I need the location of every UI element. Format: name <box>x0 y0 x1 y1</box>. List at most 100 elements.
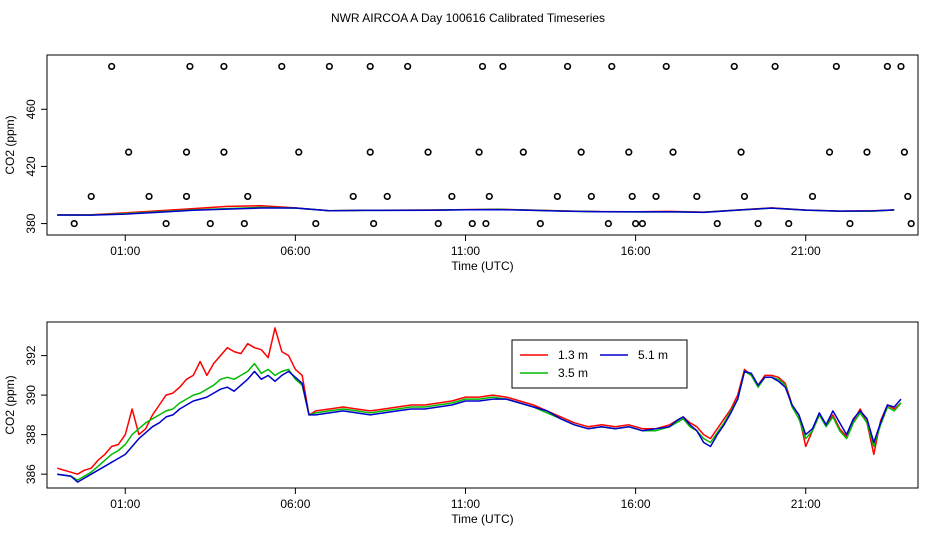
calibration-point <box>587 192 595 201</box>
x-axis-label: Time (UTC) <box>451 512 513 526</box>
x-tick-label: 01:00 <box>110 244 140 258</box>
calibration-point <box>604 219 612 228</box>
calibration-point <box>349 192 357 201</box>
calibration-point <box>404 62 412 71</box>
calibration-point <box>499 62 507 71</box>
calibration-point <box>754 219 762 228</box>
x-tick-label: 06:00 <box>280 497 310 511</box>
calibration-point <box>608 62 616 71</box>
y-axis-label: CO2 (ppm) <box>3 375 17 434</box>
bottom-panel-chart: 01:00 06:00 11:00 16:00 21:00 Time (UTC) 386 38… <box>3 321 919 526</box>
calibration-point <box>220 62 228 71</box>
y-tick-label: 460 <box>24 99 38 119</box>
y-tick-label: 420 <box>24 156 38 176</box>
calibration-point <box>713 219 721 228</box>
calibration-point <box>883 62 891 71</box>
calibration-point <box>846 219 854 228</box>
calibration-point <box>693 192 701 201</box>
calibration-point <box>186 62 194 71</box>
legend-box <box>511 339 688 389</box>
calibration-point <box>737 148 745 156</box>
calibration-point <box>625 148 633 156</box>
x-tick-label: 21:00 <box>791 497 821 511</box>
calibration-point <box>206 219 214 228</box>
calibration-point <box>325 62 333 71</box>
calibration-point <box>145 192 153 201</box>
x-tick-label: 01:00 <box>110 497 140 511</box>
plot-frame <box>46 321 919 489</box>
calibration-point <box>434 219 442 228</box>
calibration-point <box>70 219 78 228</box>
calibration-point <box>87 192 95 201</box>
calibration-point <box>240 219 248 228</box>
calibration-point <box>628 192 636 201</box>
legend: 1.3 m 3.5 m 5.1 m <box>511 339 688 389</box>
series-line-5-1-m <box>57 207 895 216</box>
x-tick-label: 11:00 <box>451 244 480 258</box>
calibration-point <box>771 62 779 71</box>
calibration-point <box>652 192 660 201</box>
y-tick-label: 390 <box>24 385 38 405</box>
calibration-point <box>577 148 585 156</box>
x-tick-label: 16:00 <box>621 244 651 258</box>
calibration-point <box>220 148 228 156</box>
calibration-point <box>897 62 905 71</box>
calibration-point <box>244 192 252 201</box>
x-tick-label: 21:00 <box>791 244 821 258</box>
calibration-point <box>485 192 493 201</box>
calibration-point <box>383 192 391 201</box>
calibration-point <box>740 192 749 201</box>
calibration-point <box>900 148 908 156</box>
calibration-point <box>182 192 191 201</box>
top-panel-chart: 01:00 06:00 11:00 16:00 21:00 Time (UTC) 380 42… <box>3 54 919 273</box>
y-tick-label: 380 <box>24 213 38 233</box>
legend-label: 1.3 m <box>558 348 588 362</box>
calibration-point <box>448 192 456 201</box>
y-tick-label: 386 <box>24 464 38 484</box>
calibration-point <box>907 219 915 228</box>
calibration-point <box>312 219 320 228</box>
series-line-3-5-m <box>57 362 902 481</box>
calibration-point <box>863 148 871 156</box>
calibration-point <box>904 192 912 201</box>
x-tick-label: 11:00 <box>451 497 480 511</box>
calibration-point <box>482 219 490 228</box>
legend-label: 5.1 m <box>638 348 668 362</box>
calibration-point <box>162 219 170 228</box>
calibration-point <box>295 148 303 156</box>
x-axis-label: Time (UTC) <box>451 259 513 273</box>
y-tick-label: 388 <box>24 424 38 444</box>
calibration-point <box>553 192 561 201</box>
y-tick-label: 392 <box>24 345 38 365</box>
calibration-point <box>125 148 133 156</box>
calibration-point <box>366 62 374 71</box>
figure-title: NWR AIRCOA A Day 100616 Calibrated Times… <box>331 11 605 25</box>
x-tick-label: 06:00 <box>280 244 310 258</box>
calibration-point <box>424 148 432 156</box>
legend-label: 3.5 m <box>558 366 588 380</box>
calibration-point <box>669 148 677 156</box>
calibration-point <box>182 148 191 156</box>
plot-frame <box>46 54 919 236</box>
calibration-point <box>366 148 374 156</box>
series-line-5-1-m <box>57 370 902 483</box>
calibration-point <box>785 219 793 228</box>
calibration-point <box>832 62 840 71</box>
calibration-point <box>478 62 487 71</box>
calibration-point <box>632 219 640 228</box>
calibration-point <box>638 219 647 228</box>
calibration-point <box>519 148 527 156</box>
x-tick-label: 16:00 <box>621 497 651 511</box>
calibration-point <box>468 219 476 228</box>
calibration-point <box>536 219 544 228</box>
calibration-point <box>563 62 572 71</box>
calibration-point <box>808 192 817 201</box>
calibration-point <box>730 62 738 71</box>
calibration-point <box>825 148 834 156</box>
calibration-point <box>475 148 483 156</box>
calibration-point <box>370 219 378 228</box>
y-axis-label: CO2 (ppm) <box>3 115 17 174</box>
calibration-point <box>278 62 286 71</box>
calibration-point <box>108 62 116 71</box>
